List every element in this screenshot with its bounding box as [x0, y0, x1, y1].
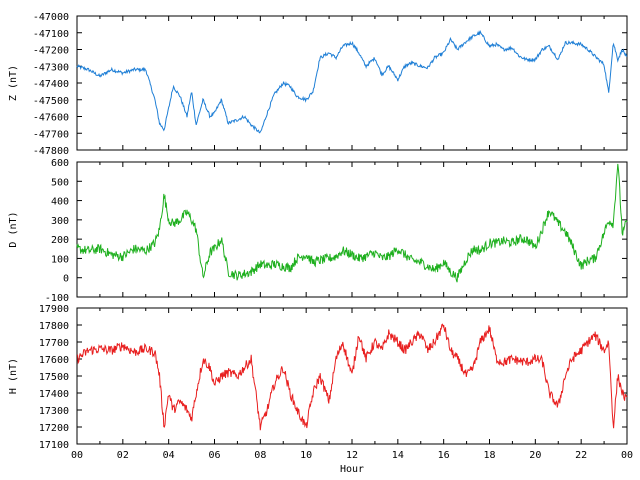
y-tick-label: 17400 [39, 389, 69, 400]
x-tick-label: 00 [621, 450, 633, 461]
y-tick-label: -100 [45, 293, 69, 304]
x-tick-label: 12 [346, 450, 358, 461]
y-axis-title-1: Z (nT) [8, 65, 19, 101]
y-tick-label: 400 [51, 197, 69, 208]
y-tick-label: 17700 [39, 338, 69, 349]
y-tick-label: 17200 [39, 423, 69, 434]
y-tick-label: 17800 [39, 321, 69, 332]
y-tick-label: -47700 [33, 129, 69, 140]
x-tick-label: 16 [438, 450, 450, 461]
x-tick-label: 04 [163, 450, 175, 461]
y-tick-label: 600 [51, 158, 69, 169]
y-tick-label: -47300 [33, 62, 69, 73]
series-line-3 [76, 323, 628, 431]
x-tick-label: 14 [392, 450, 404, 461]
y-tick-label: -47200 [33, 46, 69, 57]
y-tick-label: -47500 [33, 96, 69, 107]
y-tick-label: -47000 [33, 12, 69, 23]
series-line-2 [76, 163, 628, 283]
x-tick-label: 02 [117, 450, 129, 461]
y-tick-label: 17900 [39, 304, 69, 315]
y-tick-label: 100 [51, 254, 69, 265]
x-tick-label: 22 [575, 450, 587, 461]
y-tick-label: -47600 [33, 113, 69, 124]
y-tick-label: -47400 [33, 79, 69, 90]
x-tick-label: 08 [254, 450, 266, 461]
x-tick-label: 06 [208, 450, 220, 461]
y-tick-label: 17500 [39, 372, 69, 383]
x-tick-label: 20 [529, 450, 541, 461]
y-tick-label: 500 [51, 177, 69, 188]
x-tick-label: 18 [483, 450, 495, 461]
y-tick-label: -47100 [33, 29, 69, 40]
x-tick-label: 00 [71, 450, 83, 461]
y-tick-label: 17300 [39, 406, 69, 417]
y-tick-label: 0 [63, 274, 69, 285]
x-tick-label: 10 [300, 450, 312, 461]
y-tick-label: -47800 [33, 146, 69, 157]
y-tick-label: 17100 [39, 440, 69, 451]
y-axis-title-2: D (nT) [8, 211, 19, 247]
x-axis-title: Hour [340, 464, 364, 475]
y-tick-label: 17600 [39, 355, 69, 366]
series-line-1 [76, 29, 628, 134]
y-tick-label: 300 [51, 216, 69, 227]
y-tick-label: 200 [51, 235, 69, 246]
panel-frame-1 [76, 15, 628, 151]
y-axis-title-3: H (nT) [8, 358, 19, 394]
